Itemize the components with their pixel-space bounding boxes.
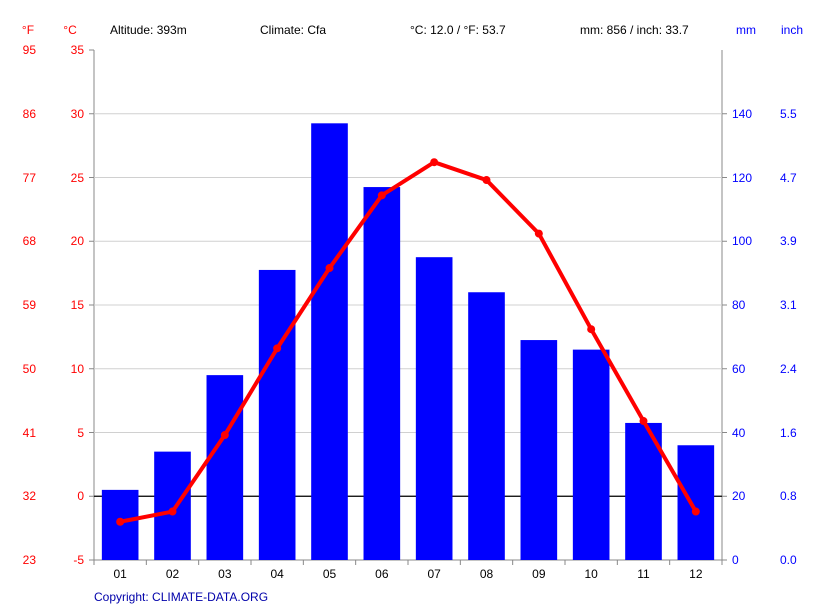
f-tick-label: 50 — [23, 362, 36, 376]
header-altitude: Altitude: 393m — [110, 23, 187, 37]
x-tick-label: 05 — [323, 567, 336, 581]
mm-tick-label: 40 — [732, 426, 745, 440]
x-tick-label: 03 — [218, 567, 231, 581]
f-tick-label: 77 — [23, 171, 36, 185]
x-tick-label: 06 — [375, 567, 388, 581]
inch-tick-label: 0.8 — [780, 489, 797, 503]
inch-tick-label: 3.9 — [780, 234, 797, 248]
c-tick-label: 20 — [71, 234, 84, 248]
c-tick-label: 10 — [71, 362, 84, 376]
x-tick-label: 12 — [689, 567, 702, 581]
mm-tick-label: 80 — [732, 298, 745, 312]
mm-tick-label: 20 — [732, 489, 745, 503]
axis-label-c: °C — [63, 23, 76, 37]
c-tick-label: 15 — [71, 298, 84, 312]
mm-tick-label: 100 — [732, 234, 752, 248]
f-tick-label: 23 — [23, 553, 36, 567]
inch-tick-label: 2.4 — [780, 362, 797, 376]
header-precip: mm: 856 / inch: 33.7 — [580, 23, 689, 37]
x-tick-label: 01 — [113, 567, 126, 581]
c-tick-label: 25 — [71, 171, 84, 185]
climate-chart: 010203040506070809101112°F°C-52303254110… — [0, 0, 815, 611]
x-tick-label: 07 — [427, 567, 440, 581]
axis-label-f: °F — [22, 23, 34, 37]
axis-label-mm: mm — [736, 23, 756, 37]
inch-tick-label: 1.6 — [780, 426, 797, 440]
mm-tick-label: 120 — [732, 171, 752, 185]
header-temp: °C: 12.0 / °F: 53.7 — [410, 23, 506, 37]
copyright-text: Copyright: CLIMATE-DATA.ORG — [94, 590, 268, 604]
mm-tick-label: 60 — [732, 362, 745, 376]
inch-tick-label: 4.7 — [780, 171, 797, 185]
f-tick-label: 68 — [23, 234, 36, 248]
c-tick-label: 30 — [71, 107, 84, 121]
inch-tick-label: 5.5 — [780, 107, 797, 121]
c-tick-label: 35 — [71, 43, 84, 57]
mm-tick-label: 140 — [732, 107, 752, 121]
chart-labels-layer: 010203040506070809101112°F°C-52303254110… — [0, 0, 815, 611]
inch-tick-label: 0.0 — [780, 553, 797, 567]
x-tick-label: 09 — [532, 567, 545, 581]
x-tick-label: 04 — [270, 567, 283, 581]
header-climate: Climate: Cfa — [260, 23, 326, 37]
axis-label-inch: inch — [781, 23, 803, 37]
c-tick-label: 0 — [77, 489, 84, 503]
f-tick-label: 59 — [23, 298, 36, 312]
f-tick-label: 95 — [23, 43, 36, 57]
x-tick-label: 10 — [584, 567, 597, 581]
f-tick-label: 32 — [23, 489, 36, 503]
x-tick-label: 02 — [166, 567, 179, 581]
c-tick-label: -5 — [73, 553, 84, 567]
c-tick-label: 5 — [77, 426, 84, 440]
mm-tick-label: 0 — [732, 553, 739, 567]
x-tick-label: 08 — [480, 567, 493, 581]
x-tick-label: 11 — [637, 567, 649, 581]
f-tick-label: 41 — [23, 426, 36, 440]
inch-tick-label: 3.1 — [780, 298, 797, 312]
f-tick-label: 86 — [23, 107, 36, 121]
